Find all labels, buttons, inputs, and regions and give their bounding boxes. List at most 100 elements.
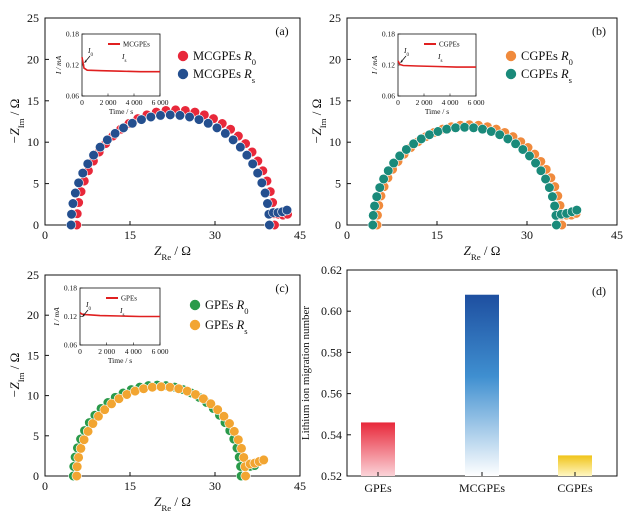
y-tick-label: 15 [27, 94, 39, 108]
inset-arrowhead [82, 313, 85, 317]
legend-entry: CGPEs R0 [521, 49, 573, 67]
legend-entry: MCGPEs R0 [193, 49, 256, 67]
data-point [486, 126, 497, 137]
legend-entry: GPEs R0 [205, 298, 249, 316]
y-tick-label: 5 [33, 177, 39, 191]
inset-x-tick-label: 0 [78, 347, 82, 356]
data-point [401, 144, 412, 155]
data-point [147, 382, 158, 393]
data-point [173, 383, 184, 394]
y-tick-label: 20 [329, 52, 341, 66]
data-point [547, 191, 558, 202]
data-point [408, 138, 419, 149]
data-point [88, 150, 99, 161]
data-point [73, 452, 84, 463]
data-point [517, 144, 528, 155]
x-tick-label: CGPEs [557, 481, 593, 495]
y-tick-label: 0 [33, 218, 39, 232]
data-point [260, 187, 271, 199]
data-point [72, 461, 83, 472]
data-point [106, 398, 117, 409]
y-tick-label: 25 [27, 11, 39, 25]
series-rs [367, 122, 582, 231]
data-point [241, 150, 252, 161]
inset-current-trace [81, 57, 160, 73]
plot-frame [44, 17, 301, 226]
y-tick-label: 20 [27, 52, 39, 66]
data-point [102, 134, 113, 145]
inset-x-axis-label: Time / s [425, 107, 449, 116]
legend-entry: CGPEs Rs [521, 67, 572, 85]
inset-i0-label: I0 [85, 300, 92, 312]
y-tick-label: 0.62 [321, 263, 342, 277]
y-tick-label: 0.52 [321, 469, 342, 483]
data-point [99, 404, 110, 415]
data-point [378, 173, 389, 185]
x-tick-label: MCGPEs [459, 481, 505, 495]
legend-marker [189, 299, 201, 311]
inset-i0-label: I0 [403, 46, 410, 58]
data-point [369, 200, 380, 212]
data-point [78, 434, 90, 445]
data-point [530, 157, 541, 169]
data-point [252, 167, 263, 179]
data-point [211, 122, 223, 133]
plot-frame [346, 17, 618, 226]
data-point [540, 173, 551, 185]
x-tick-label: 15 [124, 228, 136, 242]
inset-x-tick-label: 0 [80, 98, 84, 107]
x-tick-label: 15 [124, 479, 136, 493]
data-point [95, 142, 106, 153]
data-point [368, 210, 379, 221]
inset-legend-label: GPEs [121, 295, 137, 303]
inset-y-tick-label: 0.06 [64, 341, 77, 350]
y-tick-label: 25 [329, 11, 341, 25]
data-point [240, 470, 251, 482]
data-point [383, 165, 394, 176]
x-tick-label: GPEs [364, 481, 392, 495]
y-tick-label: 0.54 [321, 428, 342, 442]
data-point [371, 191, 382, 202]
panel-a: 0 15 30 45 0 5 10 15 20 25 ZRe / Ω −ZIm / Ω (a) MCGPE… [7, 11, 306, 262]
x-tick-label: 0 [42, 479, 48, 493]
y-tick-label: 0.56 [321, 387, 342, 401]
data-point [174, 110, 186, 121]
x-tick-label: 30 [209, 228, 221, 242]
bar-mcgpes [465, 294, 499, 476]
data-point [374, 182, 385, 193]
data-point [535, 165, 547, 176]
x-tick-label: 30 [209, 479, 221, 493]
x-axis-label: ZRe / Ω [154, 243, 191, 262]
inset-x-tick-label: 0 [396, 98, 400, 107]
data-point [233, 434, 244, 445]
data-point [432, 126, 444, 137]
inset-x-tick-label: 4 000 [126, 98, 143, 107]
inset-x-axis-label: Time / s [109, 107, 133, 116]
x-tick-label: 0 [42, 228, 48, 242]
x-tick-label: 45 [611, 228, 623, 242]
data-point [450, 122, 461, 133]
x-axis-label: ZRe / Ω [464, 243, 501, 262]
series-rs [71, 381, 269, 482]
data-point [218, 411, 230, 422]
data-point [549, 200, 560, 212]
data-point [193, 114, 205, 125]
inset-is-label: Is [119, 306, 125, 318]
y-tick-label: 10 [27, 389, 39, 403]
data-point [224, 418, 235, 429]
legend-marker [505, 68, 517, 80]
bar-cgpes [558, 455, 592, 476]
inset-x-tick-label: 6 000 [152, 347, 169, 356]
data-point [118, 122, 129, 133]
inset-arrowhead [400, 59, 403, 63]
data-point [156, 381, 167, 392]
data-point [65, 219, 77, 231]
data-point [229, 426, 240, 437]
data-point [113, 393, 125, 404]
plot-frame [44, 274, 301, 477]
data-point [262, 198, 273, 209]
inset-y-tick-label: 0.12 [66, 61, 79, 70]
data-point [220, 128, 231, 139]
inset-i0-label: I0 [87, 46, 94, 58]
data-point [258, 454, 269, 466]
